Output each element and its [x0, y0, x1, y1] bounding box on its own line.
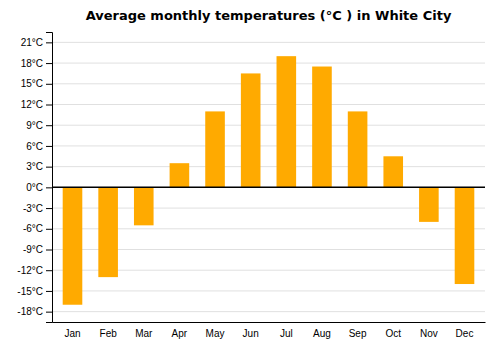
tick-label: -3°C [23, 203, 43, 214]
tick: Dec [456, 328, 474, 339]
tick-mark [46, 270, 52, 271]
tick-mark [46, 42, 52, 43]
tick: 15°C [21, 78, 52, 89]
bar [383, 156, 403, 187]
chart: -18°C -15°C -12°C -9°C -6°C -3°C 0°C 3°C 6°C 9°C 1… [0, 0, 500, 350]
grid-line [52, 290, 485, 291]
tick-label: -15°C [17, 286, 43, 297]
tick-mark [46, 229, 52, 230]
tick: -3°C [23, 203, 52, 214]
tick-label: May [206, 328, 225, 339]
zero-line [52, 187, 485, 189]
tick-mark [46, 187, 52, 188]
tick: Apr [172, 328, 188, 339]
tick-label: Apr [172, 328, 188, 339]
bar [312, 67, 332, 188]
tick: Mar [135, 328, 153, 339]
tick-mark [46, 167, 52, 168]
tick: -15°C [17, 286, 52, 297]
grid-line [52, 145, 485, 146]
tick: -18°C [17, 306, 52, 317]
y-axis: -18°C -15°C -12°C -9°C -6°C -3°C 0°C 3°C 6°C 9°C 1… [17, 33, 52, 323]
tick: Nov [420, 328, 438, 339]
tick-label: Jan [64, 328, 80, 339]
grid-line [52, 166, 485, 167]
tick-label: Jul [280, 328, 293, 339]
bar [241, 73, 261, 187]
tick-label: Jun [243, 328, 259, 339]
bar [170, 163, 190, 187]
tick-label: Dec [456, 328, 474, 339]
tick: 9°C [26, 120, 52, 131]
tick: Jun [243, 328, 259, 339]
tick: 0°C [26, 182, 52, 193]
grid-line [52, 311, 485, 312]
tick-label: Oct [385, 328, 401, 339]
tick-label: Sep [349, 328, 367, 339]
grid-line [52, 104, 485, 105]
tick: 3°C [26, 161, 52, 172]
bars [63, 56, 475, 305]
tick-label: 15°C [21, 78, 43, 89]
tick-label: Aug [313, 328, 331, 339]
tick-label: 3°C [26, 161, 43, 172]
bar [419, 187, 439, 222]
tick-label: Feb [100, 328, 118, 339]
tick-mark [46, 125, 52, 126]
tick-label: -9°C [23, 244, 43, 255]
tick-mark [46, 84, 52, 85]
axis-line [53, 322, 486, 323]
tick: Aug [313, 328, 331, 339]
tick: 18°C [21, 58, 52, 69]
grid-line [52, 42, 485, 43]
tick: Feb [100, 328, 118, 339]
bar [455, 187, 475, 284]
tick-label: 21°C [21, 37, 43, 48]
grid [52, 42, 485, 311]
tick: Jan [64, 328, 80, 339]
grid-line [52, 63, 485, 64]
tick-label: Nov [420, 328, 438, 339]
axis-line [46, 33, 53, 323]
tick-mark [46, 250, 52, 251]
tick-label: -12°C [17, 265, 43, 276]
tick-mark [46, 208, 52, 209]
bar [348, 111, 368, 187]
tick-mark [46, 105, 52, 106]
bar [98, 187, 118, 277]
bar [205, 111, 225, 187]
x-axis: Jan Feb Mar Apr May Jun Jul Aug Sep Oct Nov Dec [53, 323, 486, 340]
grid-line [52, 187, 485, 188]
tick: Jul [280, 328, 293, 339]
tick: 6°C [26, 141, 52, 152]
bar [63, 187, 83, 304]
tick-label: 12°C [21, 99, 43, 110]
tick-label: 0°C [26, 182, 43, 193]
grid-line [52, 125, 485, 126]
tick: Oct [385, 328, 401, 339]
tick-mark [46, 291, 52, 292]
tick: -6°C [23, 223, 52, 234]
tick: 21°C [21, 37, 52, 48]
tick: -12°C [17, 265, 52, 276]
title: Average monthly temperatures (°C ) in Wh… [86, 8, 452, 23]
tick-mark [46, 63, 52, 64]
tick: -9°C [23, 244, 52, 255]
plot: -18°C -15°C -12°C -9°C -6°C -3°C 0°C 3°C 6°C 9°C 1… [17, 33, 485, 340]
tick-label: 18°C [21, 58, 43, 69]
tick-mark [46, 146, 52, 147]
tick: Sep [349, 328, 367, 339]
tick: 12°C [21, 99, 52, 110]
tick-label: 9°C [26, 120, 43, 131]
tick-label: -18°C [17, 306, 43, 317]
bar [277, 56, 297, 187]
tick-mark [46, 312, 52, 313]
grid-line [52, 83, 485, 84]
tick-label: 6°C [26, 141, 43, 152]
tick-label: -6°C [23, 223, 43, 234]
tick-label: Mar [135, 328, 153, 339]
bar [134, 187, 154, 225]
tick: May [206, 328, 225, 339]
